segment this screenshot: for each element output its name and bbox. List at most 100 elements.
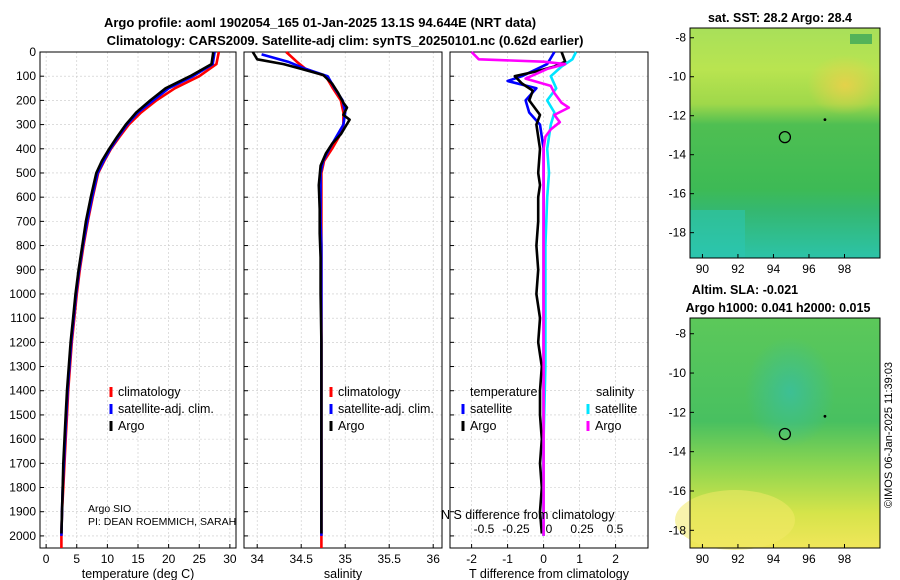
- argo-position-marker: [778, 131, 792, 144]
- salinity-difference-tick-label: -0.5: [474, 522, 495, 536]
- salinity-difference-tick-label: 0.25: [570, 522, 594, 536]
- copyright-credit: ©IMOS 06-Jan-2025 11:39:03: [883, 362, 895, 508]
- x-tick-label: 2: [612, 552, 619, 566]
- sla-marks: [778, 414, 827, 441]
- map-x-tick-label: 98: [838, 552, 852, 566]
- sst-marks: [778, 118, 827, 144]
- x-tick-label: 34: [251, 552, 265, 566]
- sla-map-frame: [689, 317, 881, 549]
- legend-header-temperature: temperature: [470, 385, 537, 399]
- series-line-argo: [60, 51, 215, 534]
- y-tick-label: 700: [16, 214, 36, 228]
- argo-info-line1: Argo SIO: [88, 503, 131, 515]
- y-tick-label: 1900: [9, 505, 36, 519]
- axes-frame: [243, 51, 443, 549]
- legend-label: satellite: [470, 402, 512, 416]
- x-tick-label: -1: [502, 552, 513, 566]
- sst-warm-patch: [807, 55, 883, 115]
- temperature-panel: 0 5 10 15 20 25 300100200300400500600700800900…: [9, 45, 237, 580]
- y-tick-label: 0: [29, 45, 36, 59]
- x-tick-label: 36: [427, 552, 441, 566]
- map-x-tick-label: 96: [802, 552, 816, 566]
- legend-label: satellite: [595, 402, 637, 416]
- x-tick-label: 35.5: [378, 552, 402, 566]
- map-x-tick-label: 92: [731, 262, 745, 276]
- salinity-difference-tick-label: -0.25: [502, 522, 530, 536]
- legend-label: Argo: [470, 419, 496, 433]
- sla-map: Altim. SLA: -0.021 Argo h1000: 0.041 h20…: [669, 283, 881, 566]
- argo-info-line2: PI: DEAN ROEMMICH, SARAH: [88, 516, 236, 528]
- map-y-tick-label: -10: [669, 70, 687, 84]
- salinity-difference-tick-label: 0: [546, 522, 553, 536]
- legend-label: Argo: [118, 419, 144, 433]
- x-tick-label: 5: [73, 552, 80, 566]
- y-tick-label: 400: [16, 142, 36, 156]
- x-tick-label: 15: [131, 552, 145, 566]
- sst-map: sat. SST: 28.2 Argo: 28.4 90 92 94 96 98 -8 -1…: [669, 11, 883, 276]
- map-x-tick-label: 90: [696, 262, 710, 276]
- y-tick-label: 1100: [10, 311, 36, 325]
- map-y-tick-label: -16: [669, 187, 687, 201]
- series-line-satellite-adj-clim-: [261, 53, 347, 536]
- x-axis-label: T difference from climatology: [469, 567, 630, 580]
- y-tick-label: 500: [16, 166, 36, 180]
- sst-axes: 90 92 94 96 98 -8 -10 -12 -14 -16 -18: [669, 31, 852, 276]
- figure-title-line2: Climatology: CARS2009. Satellite-adj cli…: [107, 33, 584, 48]
- legend-label: Argo: [338, 419, 364, 433]
- salinity-difference-tick-label: 0.5: [607, 522, 624, 536]
- map-x-tick-label: 96: [802, 262, 816, 276]
- sla-axes: 90 92 94 96 98 -8 -10 -12 -14 -16 -18: [669, 327, 852, 566]
- x-axis-label: temperature (deg C): [82, 567, 195, 580]
- y-tick-label: 1800: [9, 481, 36, 495]
- y-tick-label: 800: [16, 239, 36, 253]
- legend-label: climatology: [338, 385, 401, 399]
- map-y-tick-label: -10: [669, 366, 687, 380]
- x-tick-label: 0: [540, 552, 547, 566]
- x-tick-label: 0: [43, 552, 50, 566]
- map-y-tick-label: -8: [675, 327, 686, 341]
- sla-high-patch: [745, 337, 835, 447]
- map-y-tick-label: -14: [669, 148, 687, 162]
- sst-cool-patch: [690, 210, 745, 258]
- map-y-tick-label: -16: [669, 484, 687, 498]
- y-tick-label: 1000: [9, 287, 36, 301]
- sst-cloud-patch: [850, 34, 872, 44]
- series-line-salinity-argo: [470, 51, 571, 536]
- x-tick-label: 10: [101, 552, 115, 566]
- reference-point-marker: [823, 414, 827, 418]
- y-tick-label: 600: [16, 190, 36, 204]
- map-x-tick-label: 94: [767, 262, 781, 276]
- map-y-tick-label: -18: [669, 523, 687, 537]
- series-line-climatology: [60, 51, 221, 548]
- x-tick-label: 35: [339, 552, 353, 566]
- sst-map-frame: [689, 27, 881, 259]
- difference-panel: -2 -1 0 1 2T difference from climatology temp…: [441, 51, 649, 580]
- map-y-tick-label: -14: [669, 445, 687, 459]
- y-tick-label: 100: [16, 69, 36, 83]
- sla-map-subtitle: Argo h1000: 0.041 h2000: 0.015: [686, 301, 871, 315]
- map-y-tick-label: -12: [669, 109, 687, 123]
- y-tick-label: 200: [16, 93, 36, 107]
- legend-label: Argo: [595, 419, 621, 433]
- x-tick-label: 20: [162, 552, 176, 566]
- x-tick-label: -2: [466, 552, 477, 566]
- series-line-salinity-satellite: [542, 51, 578, 536]
- x-tick-label: 34.5: [290, 552, 314, 566]
- axes-frame: [449, 51, 649, 549]
- legend-header-salinity: salinity: [596, 385, 635, 399]
- series-line-argo: [251, 51, 351, 534]
- x-tick-label: 1: [576, 552, 583, 566]
- x-tick-label: 25: [193, 552, 207, 566]
- legend-label: climatology: [118, 385, 181, 399]
- salinity-difference-axis-label: N S difference from climatology: [441, 508, 615, 522]
- sla-map-title: Altim. SLA: -0.021: [692, 283, 798, 297]
- sst-map-title: sat. SST: 28.2 Argo: 28.4: [708, 11, 852, 25]
- salinity-panel: 34 34.5 35 35.5 36 salinity climatology satelli…: [243, 51, 443, 580]
- reference-point-marker: [823, 118, 827, 122]
- map-x-tick-label: 98: [838, 262, 852, 276]
- y-tick-label: 1400: [9, 384, 36, 398]
- y-tick-label: 900: [16, 263, 36, 277]
- y-tick-label: 1700: [9, 456, 36, 470]
- x-axis-label: salinity: [324, 567, 363, 580]
